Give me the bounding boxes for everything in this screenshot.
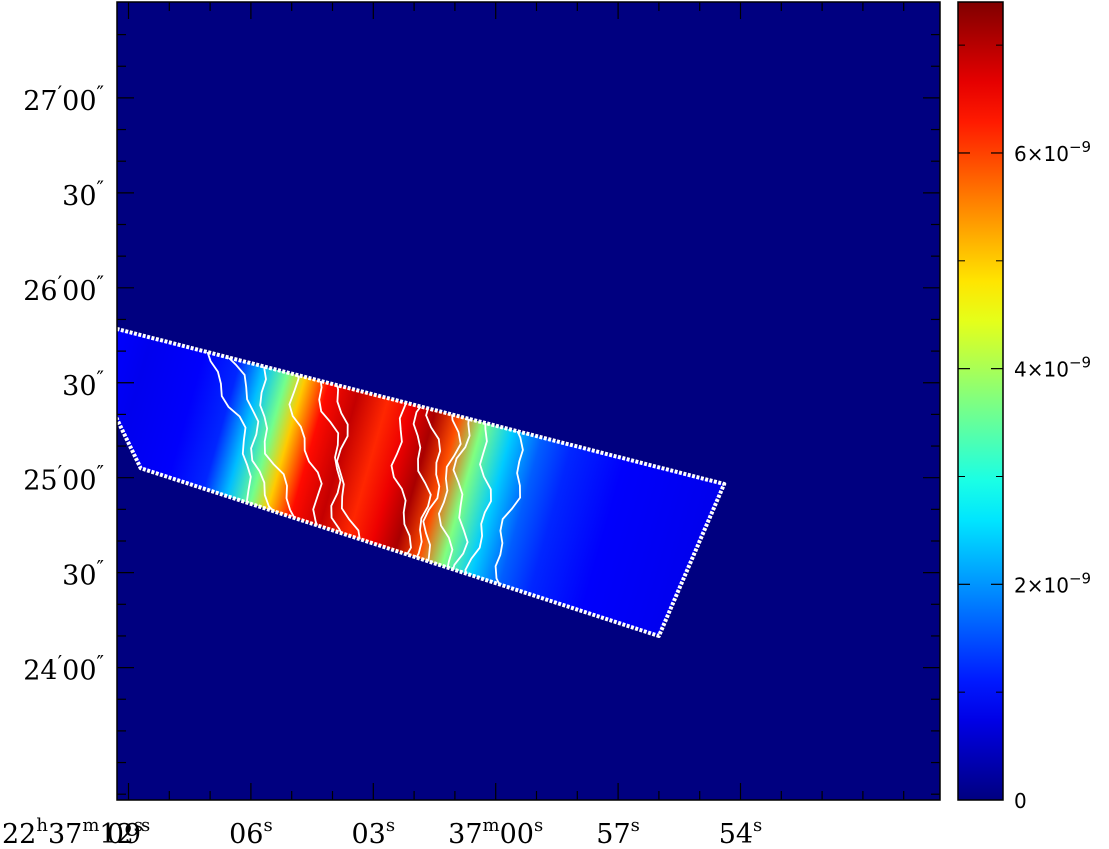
contour-line: [205, 335, 265, 525]
colorbar-tick-label: 0: [1014, 789, 1027, 813]
y-tick-label: 30″: [62, 176, 104, 212]
contour-line: [450, 400, 476, 589]
colorbar-ticks: 0 2×10−9 4×10−9 6×10−9: [958, 44, 1091, 813]
contour-line: [410, 388, 432, 577]
contour-line: [390, 382, 412, 572]
x-tick-label: 54s: [719, 815, 763, 849]
x-tick-label: 37m00s: [448, 815, 543, 849]
contour-lines: [205, 335, 524, 604]
x-tick-label: 22h37m12s: [2, 815, 143, 849]
contour-line: [288, 355, 323, 546]
contour-line: [464, 405, 494, 595]
x-tick-label: 06s: [229, 815, 273, 849]
y-tick-label: 30″: [62, 556, 104, 592]
y-tick-label: 30″: [62, 366, 104, 402]
y-tick-label: 27′00″: [23, 81, 104, 117]
colorbar-tick-label: 2×10−9: [1014, 569, 1091, 597]
contour-line: [247, 345, 298, 534]
contour-line: [437, 396, 462, 586]
x-tick-label: 57s: [596, 815, 640, 849]
contour-line: [314, 363, 346, 552]
colorbar-gradient: [958, 2, 1003, 800]
y-tick-label: 24′00″: [23, 651, 104, 687]
y-tick-label: 25′00″: [23, 461, 104, 497]
y-tick-label: 26′00″: [23, 271, 104, 307]
strip-heatmap: [117, 328, 725, 636]
colorbar-frame: [957, 1, 1004, 801]
y-axis-labels: 27′00″ 30″ 26′00″ 30″ 25′00″ 30″ 24′00″: [23, 81, 104, 687]
contour-line: [221, 342, 288, 528]
contour-line: [326, 366, 362, 555]
contour-line: [422, 391, 442, 581]
colorbar: 0 2×10−9 4×10−9 6×10−9: [957, 1, 1091, 813]
strip-outline: [117, 326, 727, 638]
x-tick-label: 03s: [351, 815, 395, 849]
colorbar-tick-label: 4×10−9: [1014, 354, 1091, 382]
plot-area: [116, 1, 941, 801]
x-tick-label: 09s: [107, 815, 151, 849]
contour-line: [494, 412, 524, 604]
plot-frame: [116, 1, 941, 801]
axis-ticks: [117, 2, 940, 800]
colorbar-tick-label: 6×10−9: [1014, 138, 1091, 166]
